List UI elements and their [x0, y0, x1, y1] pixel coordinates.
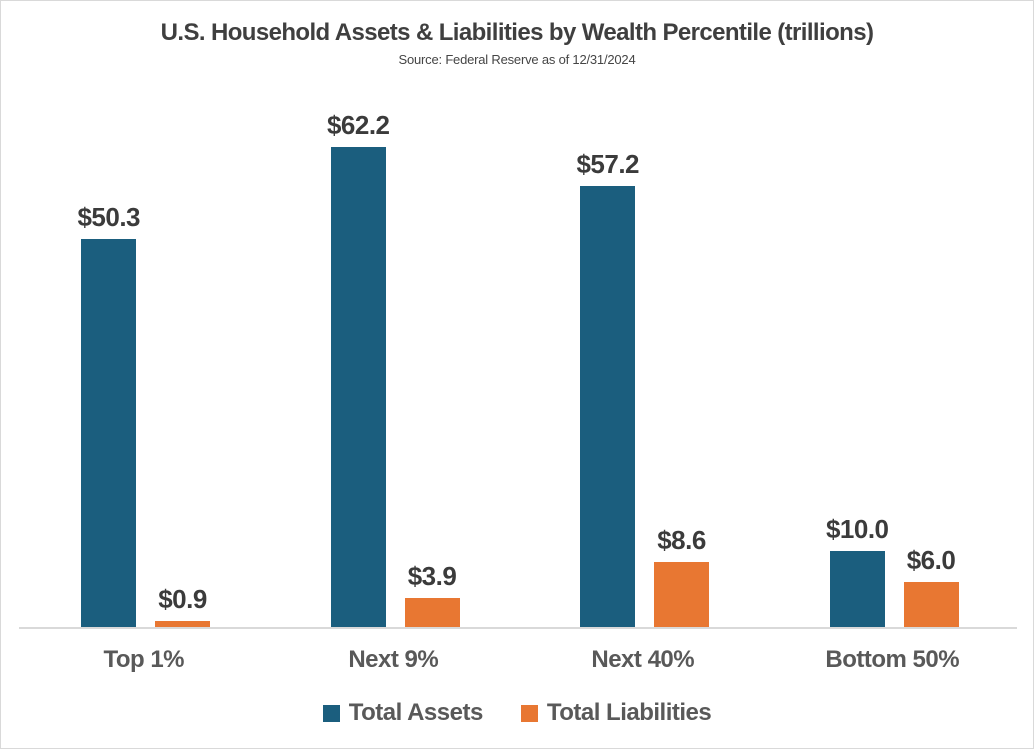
legend-item-liabilities: Total Liabilities: [520, 699, 712, 727]
legend-label: Total Assets: [348, 699, 484, 726]
liabilities-value-label: $8.6: [657, 525, 706, 556]
assets-bar: [829, 551, 885, 628]
assets-value-label: $62.2: [326, 110, 390, 141]
legend-label: Total Liabilities: [546, 699, 712, 726]
category-label: Top 1%: [103, 646, 185, 673]
assets-legend-swatch-icon: [322, 704, 340, 722]
category-label: Next 40%: [591, 646, 695, 673]
category-label: Next 9%: [348, 646, 439, 673]
assets-bar-column: $57.2: [576, 149, 640, 628]
bar-group: $62.2 $3.9: [269, 1, 519, 628]
bar-group: $57.2 $8.6: [518, 1, 768, 628]
plot-area: $50.3 $0.9 $62.2 $3.9 $57.2 $8.6 $10.0 $6.0: [19, 1, 1017, 628]
liabilities-bar: [903, 582, 959, 628]
liabilities-value-label: $0.9: [158, 584, 207, 615]
assets-value-label: $57.2: [576, 149, 640, 180]
liabilities-bar: [654, 562, 710, 628]
category-cell: Next 9%: [269, 646, 519, 674]
x-axis-line: [19, 627, 1017, 629]
liabilities-bar-column: $0.9: [155, 584, 211, 628]
liabilities-value-label: $3.9: [407, 561, 457, 592]
liabilities-value-label: $6.0: [906, 545, 956, 576]
assets-bar-column: $62.2: [327, 111, 390, 628]
bar-group: $10.0 $6.0: [768, 1, 1018, 628]
assets-bar-column: $10.0: [826, 515, 889, 628]
assets-bar: [330, 147, 386, 628]
assets-value-label: $10.0: [825, 514, 889, 545]
category-label: Bottom 50%: [825, 646, 960, 673]
category-axis: Top 1% Next 9% Next 40% Bottom 50%: [19, 646, 1017, 674]
liabilities-legend-swatch-icon: [520, 704, 538, 722]
assets-value-label: $50.3: [77, 202, 141, 233]
liabilities-bar-column: $6.0: [903, 545, 959, 628]
category-cell: Next 40%: [518, 646, 768, 674]
chart-title: U.S. Household Assets & Liabilities by W…: [160, 19, 874, 46]
liabilities-bar: [404, 598, 460, 628]
assets-bar-column: $50.3: [77, 202, 141, 628]
liabilities-bar-column: $3.9: [404, 561, 460, 628]
category-cell: Bottom 50%: [768, 646, 1018, 674]
assets-bar: [81, 239, 137, 628]
legend-item-assets: Total Assets: [322, 699, 484, 727]
liabilities-bar: [155, 621, 211, 628]
liabilities-bar-column: $8.6: [654, 525, 710, 628]
bar-group: $50.3 $0.9: [19, 1, 269, 628]
chart-subtitle: Source: Federal Reserve as of 12/31/2024: [398, 52, 636, 67]
assets-bar: [580, 186, 636, 628]
category-cell: Top 1%: [19, 646, 269, 674]
legend: Total Assets Total Liabilities: [1, 699, 1033, 727]
